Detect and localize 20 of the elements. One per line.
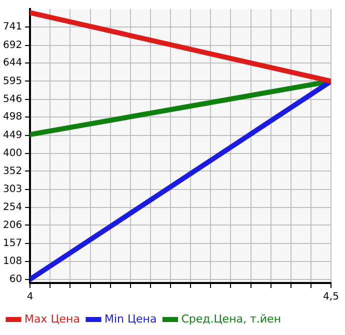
y-tick-label: 449 xyxy=(2,130,22,141)
y-tick-label: 498 xyxy=(2,112,22,123)
legend-label: Min Цена xyxy=(104,312,157,326)
y-tick-label: 303 xyxy=(2,184,22,195)
y-tick-label: 741 xyxy=(2,22,22,33)
y-tick-label: 595 xyxy=(2,76,22,87)
y-tick-label: 692 xyxy=(2,40,22,51)
y-tick-label: 254 xyxy=(2,202,22,214)
x-tick-label: 4 xyxy=(26,292,34,303)
legend-label: Сред.Цена, т.йен xyxy=(181,312,282,326)
y-tick-label: 546 xyxy=(2,94,22,105)
y-tick-label: 157 xyxy=(2,238,22,249)
y-tick-label: 644 xyxy=(2,58,22,69)
y-tick-label: 352 xyxy=(2,166,22,177)
legend-label: Max Цена xyxy=(24,312,80,326)
y-tick-label: 206 xyxy=(2,220,22,231)
x-tick-label: 4,5 xyxy=(323,292,339,303)
y-tick-label: 400 xyxy=(2,148,22,159)
y-tick-label: 108 xyxy=(2,256,22,268)
y-tick-label: 60 xyxy=(9,274,22,285)
